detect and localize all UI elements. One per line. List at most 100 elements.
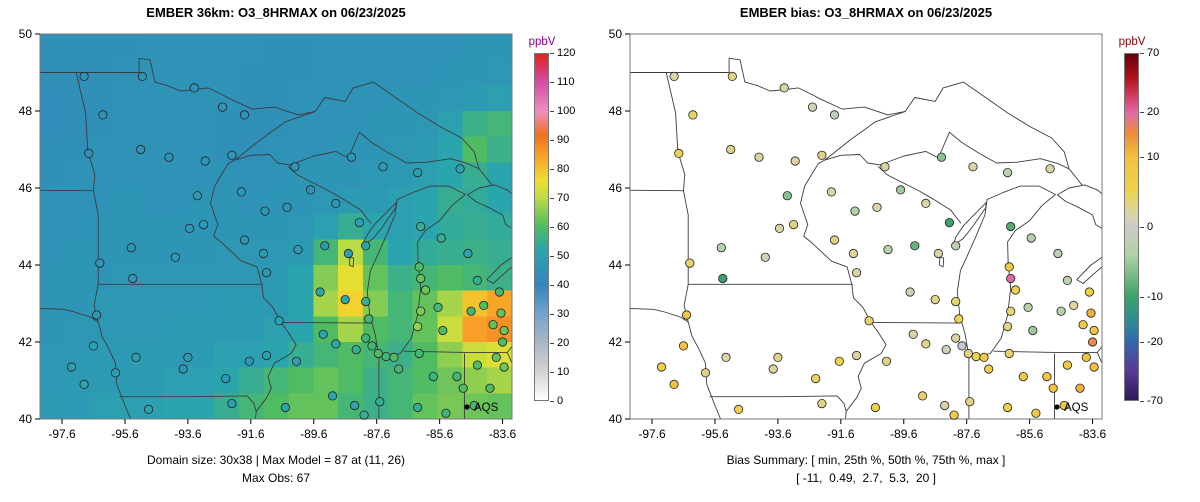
heatmap-cell (487, 111, 513, 138)
station-dot (682, 310, 692, 320)
heatmap-cell (164, 316, 190, 343)
station-dot (1087, 337, 1098, 347)
station-dot (455, 164, 465, 174)
station-dot (721, 352, 731, 362)
station-dot (811, 373, 821, 384)
station-dot (364, 314, 374, 324)
heatmap-cell (487, 393, 513, 420)
station-dot (1006, 306, 1016, 316)
colorbar-tick-mark (550, 140, 554, 141)
station-dot (375, 397, 385, 407)
lake-outline (1096, 346, 1103, 364)
heatmap-cell (387, 316, 414, 343)
heatmap-cell (313, 367, 339, 394)
heatmap-cell (313, 162, 339, 189)
x-tick-label: -85.6 (1016, 427, 1044, 441)
heatmap-cell (64, 213, 91, 240)
station-dot (305, 185, 316, 195)
heatmap-cell (437, 85, 463, 112)
station-dot (834, 356, 844, 366)
station-dot (895, 185, 906, 195)
heatmap-cell (362, 34, 389, 61)
station-dot (1002, 168, 1013, 178)
heatmap-cell (164, 393, 190, 420)
heatmap-cell (213, 290, 240, 317)
colorbar-tick-mark (1140, 341, 1144, 343)
heatmap-cell (313, 34, 339, 61)
heatmap-cell (238, 213, 265, 240)
heatmap-cell (139, 367, 165, 394)
heatmap-cell (437, 265, 463, 292)
plot-frame (629, 33, 1103, 420)
station-dot (930, 294, 940, 305)
heatmap-cell (462, 136, 488, 163)
colorbar-tick-mark (550, 314, 554, 315)
heatmap-cell (288, 265, 314, 292)
colorbar-unit-label: ppbV (1118, 36, 1146, 48)
x-tick-label: -83.6 (1079, 427, 1107, 441)
heatmap-cell (313, 136, 339, 163)
station-dot (412, 402, 423, 413)
heatmap-cell (64, 188, 91, 215)
heatmap-cell (114, 136, 140, 163)
heatmap-cell (313, 59, 339, 86)
station-dot (239, 110, 250, 120)
heatmap-cell (487, 188, 513, 215)
heatmap-cell (89, 265, 116, 292)
x-tick-label: -97.6 (48, 427, 76, 441)
station-dot (754, 152, 764, 162)
lake-outline (1056, 184, 1103, 229)
heatmap-cell (189, 34, 215, 61)
heatmap-cell (40, 367, 66, 394)
station-dot (779, 83, 789, 93)
heatmap-cell (139, 111, 165, 138)
heatmap-cell (263, 34, 289, 61)
station-dot (463, 248, 473, 259)
colorbar-gradient (534, 53, 549, 401)
colorbar-tick-mark (550, 198, 554, 199)
y-tick-label: 44 (609, 258, 623, 272)
station-dot (414, 348, 424, 359)
state-border-line (280, 321, 371, 324)
station-dot (92, 310, 102, 320)
heatmap-cell (288, 111, 314, 138)
station-dot (351, 345, 361, 355)
station-dot (128, 273, 138, 284)
station-dot (1018, 371, 1028, 382)
x-tick-label: -95.6 (701, 427, 729, 441)
station-dot (178, 364, 188, 374)
station-dot (239, 235, 250, 245)
y-tick-label: 42 (609, 335, 623, 349)
state-border-line (629, 308, 722, 420)
y-tick-label: 50 (609, 27, 623, 41)
heatmap-cell (288, 393, 314, 420)
heatmap-cell (437, 59, 463, 86)
heatmap-cell (412, 85, 438, 112)
heatmap-cell (487, 34, 513, 61)
lake-outline (363, 202, 397, 246)
station-dot (499, 325, 509, 336)
heatmap-cell (164, 111, 190, 138)
colorbar-tick-mark (1140, 112, 1144, 114)
colorbar-tick-mark (550, 111, 554, 112)
station-dot (1002, 321, 1013, 332)
station-dot (905, 287, 915, 297)
heatmap-cell (164, 188, 190, 215)
heatmap-cell (437, 393, 463, 420)
station-dot (674, 148, 684, 158)
heatmap-cell (387, 393, 414, 420)
heatmap-cell (387, 162, 414, 189)
station-dot (1059, 400, 1069, 411)
heatmap-cell (338, 34, 364, 61)
heatmap-cell (189, 342, 215, 369)
colorbar-tick-mark (550, 227, 554, 228)
heatmap-cell (64, 393, 91, 420)
heatmap-cell (139, 316, 165, 343)
colorbar-tick-mark (550, 372, 554, 373)
state-border-line (870, 321, 961, 324)
station-dot (126, 243, 136, 253)
station-dot (817, 150, 827, 160)
station-dot (864, 316, 874, 326)
heatmap-cell (139, 265, 165, 292)
x-tick-label: -85.6 (426, 427, 454, 441)
